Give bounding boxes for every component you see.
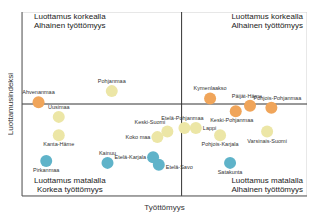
html-text:Alhainen työttömyys: Alhainen työttömyys: [231, 185, 303, 194]
svg-text:Luottamusindeksi: Luottamusindeksi: [8, 73, 15, 135]
html-text:Luottamus korkealla: Luottamus korkealla: [231, 12, 303, 21]
svg-text:Pohjois-Karjala: Pohjois-Karjala: [202, 141, 240, 147]
svg-text:Keski-Pohjanmaa: Keski-Pohjanmaa: [210, 117, 254, 123]
svg-text:Uusimaa: Uusimaa: [48, 104, 71, 110]
svg-text:Ahvenanmaa: Ahvenanmaa: [22, 89, 55, 95]
svg-text:Lappi: Lappi: [203, 125, 216, 131]
svg-text:Satakunta: Satakunta: [218, 169, 244, 175]
svg-text:Koko maa: Koko maa: [126, 134, 152, 140]
svg-text:Pohjanmaa: Pohjanmaa: [98, 78, 127, 84]
svg-text:Keski-Suomi: Keski-Suomi: [134, 118, 166, 125]
html-text:Luottamus korkealla: Luottamus korkealla: [34, 12, 106, 21]
svg-text:Kanta-Häme: Kanta-Häme: [43, 141, 74, 147]
html-text:Korkea työttömyys: Korkea työttömyys: [36, 185, 103, 194]
svg-text:Etelä-Savo: Etelä-Savo: [166, 164, 193, 170]
svg-text:Pohjois-Pohjanmaa: Pohjois-Pohjanmaa: [254, 95, 303, 101]
svg-text:Etelä-Pohjanmaa: Etelä-Pohjanmaa: [161, 115, 204, 121]
html-text:Luottamus matalalla: Luottamus matalalla: [34, 176, 106, 185]
svg-text:Kymenlaakso: Kymenlaakso: [194, 85, 227, 91]
svg-text:Pirkanmaa: Pirkanmaa: [33, 167, 60, 173]
svg-text:Etelä-Karjala: Etelä-Karjala: [115, 154, 147, 160]
svg-text:Varsinais-Suomi: Varsinais-Suomi: [247, 138, 287, 144]
html-text:Luottamus matalalla: Luottamus matalalla: [231, 176, 303, 185]
html-text:Alhainen työttömyys: Alhainen työttömyys: [231, 21, 303, 30]
svg-text:Työttömyys: Työttömyys: [144, 203, 184, 212]
svg-text:Kainuu: Kainuu: [99, 150, 116, 156]
html-text:Alhainen työttömyys: Alhainen työttömyys: [34, 21, 106, 30]
svg-text:Päijät-Häme: Päijät-Häme: [231, 92, 263, 99]
